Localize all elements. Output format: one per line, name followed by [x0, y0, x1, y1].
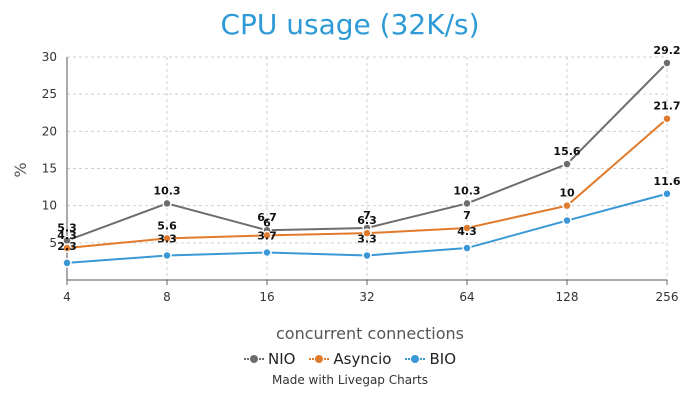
data-label-bio: 4.3 [457, 225, 477, 238]
data-point-asyncio[interactable] [362, 228, 372, 238]
x-tick-label: 256 [656, 290, 679, 304]
legend-label: NIO [267, 350, 296, 368]
legend-item-asyncio[interactable]: Asyncio [309, 350, 391, 368]
data-point-asyncio[interactable] [62, 243, 72, 253]
data-point-nio[interactable] [662, 58, 672, 68]
data-label-asyncio: 7 [463, 209, 471, 222]
data-label-bio: 2.3 [57, 240, 77, 253]
data-label-nio: 6.7 [257, 211, 277, 224]
data-label-bio: 3.3 [357, 232, 377, 245]
y-tick-label: 30 [42, 50, 57, 64]
data-label-asyncio: 6.3 [357, 214, 377, 227]
data-label-nio: 7 [363, 209, 371, 222]
data-labels: 5.310.36.7 710.315.629.24.35.6 6 6.3 71021.7… [57, 44, 681, 253]
y-axis-title: % [11, 162, 30, 177]
chart-title: CPU usage (32K/s) [220, 8, 480, 41]
data-label-nio: 29.2 [653, 44, 680, 57]
data-label-bio: 11.6 [653, 175, 680, 188]
x-tick-label: 32 [359, 290, 374, 304]
data-label-asyncio: 10 [559, 187, 575, 200]
data-point-asyncio[interactable] [462, 223, 472, 233]
y-tick-label: 10 [42, 199, 57, 213]
data-label-nio: 10.3 [153, 184, 180, 197]
series-layer [62, 58, 672, 268]
data-point-nio[interactable] [462, 198, 472, 209]
data-label-asyncio: 6 [263, 216, 271, 229]
data-label-nio: 5.3 [57, 222, 77, 235]
data-point-nio[interactable] [162, 198, 172, 209]
x-tick-label: 4 [63, 290, 71, 304]
data-point-bio[interactable] [262, 247, 272, 258]
data-point-nio[interactable] [562, 159, 572, 169]
y-tick-label: 5 [49, 236, 57, 250]
legend-item-bio[interactable]: BIO [405, 350, 456, 368]
legend-label: Asyncio [333, 350, 392, 368]
data-point-bio[interactable] [362, 250, 372, 261]
data-point-bio[interactable] [62, 258, 72, 268]
data-point-bio[interactable] [662, 189, 672, 199]
data-label-bio: 3.7 [257, 229, 277, 242]
legend: NIO Asyncio BIO [0, 350, 700, 368]
credit-text: Made with Livegap Charts [272, 373, 428, 387]
x-tick-label: 64 [459, 290, 474, 304]
x-tick-label: 8 [163, 290, 171, 304]
data-label-asyncio: 5.6 [157, 219, 177, 232]
data-point-asyncio[interactable] [562, 200, 572, 211]
data-label-asyncio: 4.3 [57, 229, 77, 242]
y-tick-label: 25 [42, 87, 57, 101]
x-tick-label: 128 [556, 290, 579, 304]
axes: 5 10 15 20 25 30 4 8 16 32 64 128 256 [42, 50, 679, 304]
data-label-asyncio: 21.7 [653, 100, 680, 113]
legend-marker-icon [243, 354, 264, 364]
legend-marker-icon [309, 354, 330, 364]
x-axis-title: concurrent connections [276, 324, 464, 343]
legend-item-nio[interactable]: NIO [243, 350, 296, 368]
data-label-bio: 3.3 [157, 232, 177, 245]
x-tick-label: 16 [259, 290, 274, 304]
data-point-bio[interactable] [462, 243, 472, 253]
data-point-asyncio[interactable] [162, 233, 172, 244]
grid [66, 56, 668, 280]
y-tick-label: 20 [42, 124, 57, 138]
data-point-bio[interactable] [162, 250, 172, 261]
data-point-asyncio[interactable] [262, 230, 272, 241]
data-label-nio: 10.3 [453, 184, 480, 197]
data-point-asyncio[interactable] [662, 113, 672, 124]
data-label-nio: 15.6 [553, 145, 580, 158]
y-tick-label: 15 [42, 162, 57, 176]
legend-label: BIO [429, 350, 457, 368]
legend-marker-icon [405, 354, 426, 364]
data-point-bio[interactable] [562, 215, 572, 226]
